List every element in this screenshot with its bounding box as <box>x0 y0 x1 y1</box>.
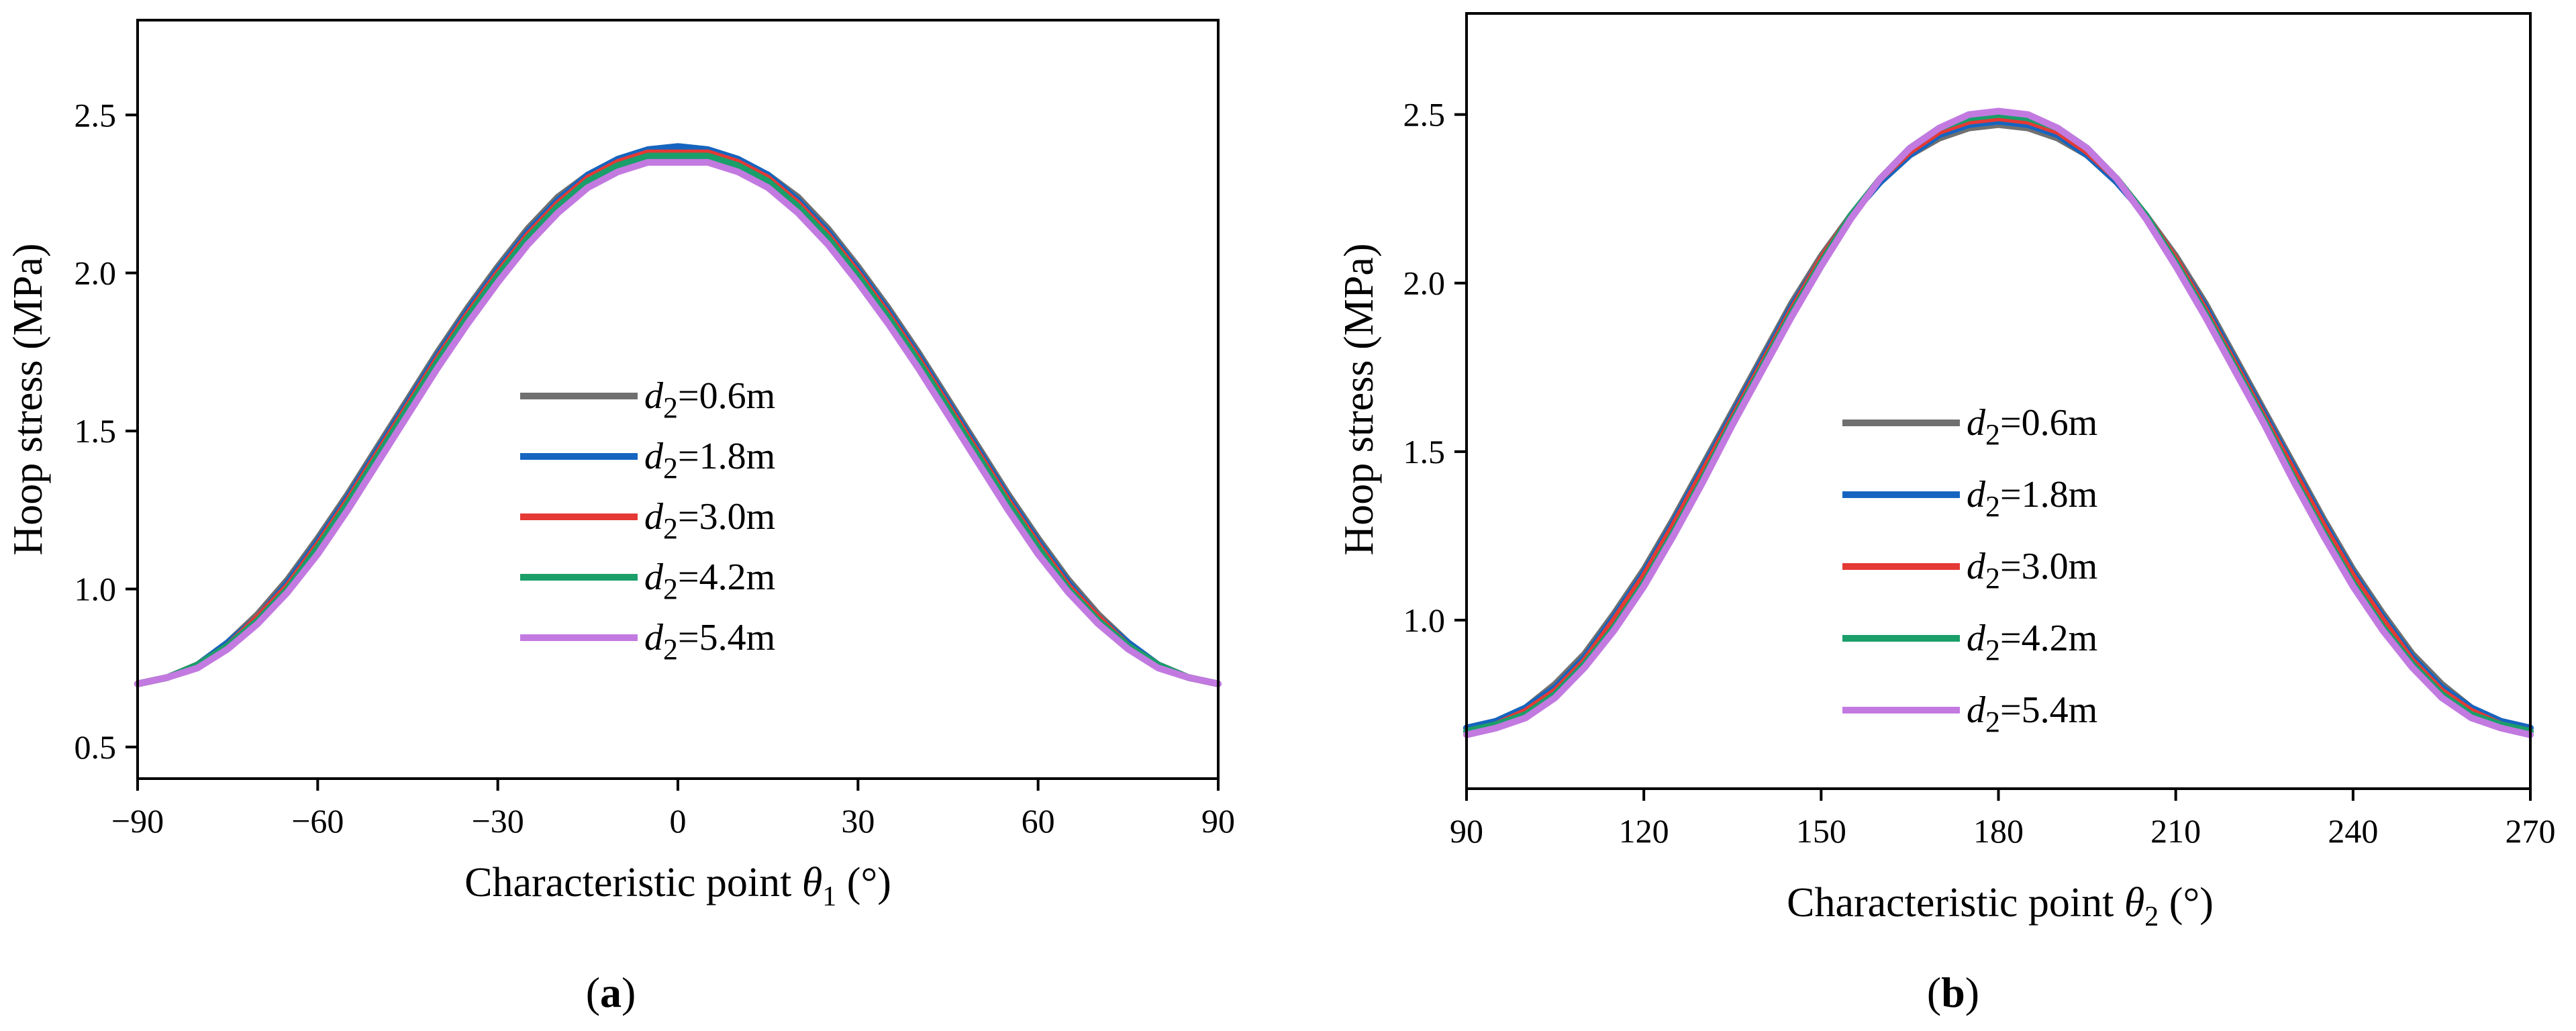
y-tick-label: 2.5 <box>75 96 117 134</box>
x-axis-title-subscript-a: 1 <box>822 881 836 912</box>
series-lines-a <box>134 143 1222 687</box>
x-axis-title-text-b: Characteristic point <box>1787 880 2124 926</box>
series-line-d2=4.2m <box>134 152 1222 687</box>
x-tick-label: 0 <box>670 802 687 840</box>
x-axis-title-unit-a: (°) <box>836 860 891 905</box>
x-axis-title-symbol-b: θ <box>2124 880 2144 926</box>
y-tick-label: 1.5 <box>75 412 117 450</box>
legend-label: d2=1.8m <box>1967 474 2097 523</box>
x-axis-title-b: Characteristic point θ2 (°) <box>1787 880 2214 932</box>
caption-letter-b: b <box>1941 969 1965 1016</box>
axis-ticks-a: −90 −60 −30 0 30 60 90 0.5 1.0 1.5 2.0 2.5 <box>75 96 1236 840</box>
y-axis-title-b: Hoop stress (MPa) <box>1336 244 1382 556</box>
series-line-d2=3.0m <box>134 149 1222 687</box>
legend-label: d2=5.4m <box>1967 689 2097 738</box>
caption-b: (b) <box>1927 969 1979 1016</box>
legend-label: d2=4.2m <box>644 556 775 605</box>
x-tick-label: 270 <box>2506 812 2556 850</box>
x-axis-title-symbol-a: θ <box>802 860 822 905</box>
x-tick-label: −60 <box>291 802 344 840</box>
x-tick-label: 30 <box>841 802 875 840</box>
plot-frame-b <box>1465 12 2532 790</box>
legend-label: d2=1.8m <box>644 436 775 485</box>
legend-label: d2=3.0m <box>1967 546 2097 595</box>
chart-panel-b: 90 120 150 180 210 240 270 1.0 1.5 2.0 2.5 Hoop st… <box>1336 12 2556 1016</box>
y-tick-label: 2.0 <box>1403 264 1446 302</box>
y-tick-label: 1.0 <box>1403 601 1446 639</box>
caption-a: (a) <box>586 969 636 1016</box>
x-tick-label: 120 <box>1619 812 1669 850</box>
y-tick-label: 2.0 <box>75 254 117 292</box>
y-tick-label: 0.5 <box>75 728 117 766</box>
legend-label: d2=5.4m <box>644 617 775 666</box>
legend-a: d2=0.6m d2=1.8m d2=3.0m d2=4.2m d2=5.4m <box>520 375 775 666</box>
x-tick-label: 210 <box>2150 812 2201 850</box>
x-tick-label: 150 <box>1796 812 1846 850</box>
legend-label: d2=0.6m <box>1967 402 2097 451</box>
series-line-d2=5.4m <box>134 158 1222 687</box>
legend-label: d2=4.2m <box>1967 618 2097 667</box>
legend-label: d2=3.0m <box>644 496 775 545</box>
series-line-d2=5.4m <box>1463 107 2534 738</box>
chart-panel-a: −90 −60 −30 0 30 60 90 0.5 1.0 1.5 2.0 2.5 Hoop str… <box>5 19 1236 1016</box>
x-tick-label: −30 <box>472 802 524 840</box>
caption-letter-a: a <box>600 969 622 1016</box>
x-axis-title-a: Characteristic point θ1 (°) <box>464 860 891 912</box>
x-tick-label: 90 <box>1450 812 1483 850</box>
axis-ticks-b: 90 120 150 180 210 240 270 1.0 1.5 2.0 2.5 <box>1403 96 2556 850</box>
y-tick-label: 2.5 <box>1403 96 1446 134</box>
series-lines-b <box>1463 107 2534 738</box>
y-axis-title-a: Hoop stress (MPa) <box>5 244 51 556</box>
x-axis-title-unit-b: (°) <box>2159 880 2214 926</box>
legend-label: d2=0.6m <box>644 375 775 424</box>
x-tick-label: 240 <box>2328 812 2378 850</box>
x-tick-label: 180 <box>1973 812 2024 850</box>
x-axis-title-text-a: Characteristic point <box>464 860 802 905</box>
legend-b: d2=0.6m d2=1.8m d2=3.0m d2=4.2m d2=5.4m <box>1842 402 2097 738</box>
y-tick-label: 1.0 <box>75 571 117 608</box>
y-tick-label: 1.5 <box>1403 433 1446 471</box>
x-axis-title-subscript-b: 2 <box>2144 901 2159 932</box>
x-tick-label: 90 <box>1201 802 1235 840</box>
x-tick-label: −90 <box>111 802 164 840</box>
x-tick-label: 60 <box>1022 802 1055 840</box>
